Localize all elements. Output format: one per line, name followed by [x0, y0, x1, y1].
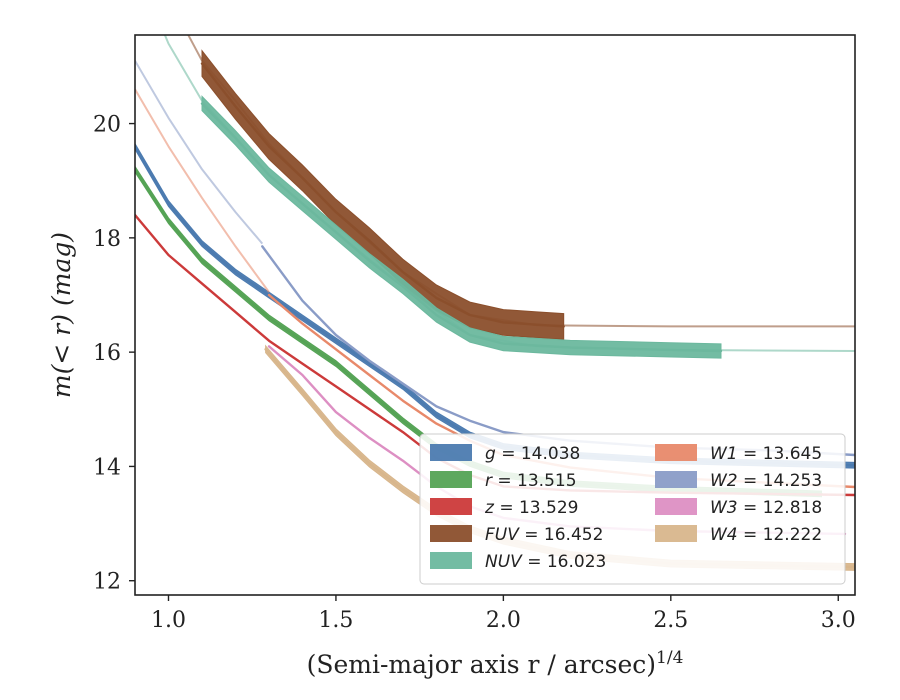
y-tick-label: 16: [93, 341, 121, 366]
legend-box: [419, 433, 846, 585]
legend-label: W4 = 12.222: [710, 525, 822, 545]
legend-entry-W2: W2 = 14.253: [655, 471, 822, 491]
legend-label: r = 13.515: [485, 471, 577, 491]
y-tick-label: 12: [93, 570, 121, 595]
legend-swatch: [430, 552, 472, 569]
y-tick-label: 14: [93, 455, 121, 480]
x-tick-label: 2.5: [653, 608, 688, 633]
x-tick-label: 1.5: [318, 608, 353, 633]
legend-swatch: [655, 471, 697, 488]
series-W4-band: [265, 344, 855, 571]
legend-entry-W4: W4 = 12.222: [655, 525, 822, 545]
legend-label: g = 14.038: [485, 444, 580, 464]
legend-entry-r: r = 13.515: [430, 471, 577, 491]
legend-swatch: [430, 471, 472, 488]
legend-swatch: [655, 444, 697, 461]
series-FUV-line: [200, 62, 565, 328]
plot-frame: [134, 34, 856, 596]
x-tick-label: 2.0: [486, 608, 521, 633]
legend-entries: g = 14.038 r = 13.515 z = 13.529 FUV = 16.4…: [430, 444, 822, 572]
x-tick-label: 3.0: [821, 608, 856, 633]
series-NUV-band: [201, 95, 722, 359]
series-NUV: [163, 35, 855, 359]
legend-swatch: [430, 498, 472, 515]
legend-swatch: [655, 498, 697, 515]
legend-entry-z: z = 13.529: [430, 498, 578, 518]
legend-label: z = 13.529: [484, 498, 578, 518]
x-axis-label: (Semi-major axis r / arcsec)1/4: [307, 648, 684, 679]
legend-label: W1 = 13.645: [710, 444, 822, 464]
legend-entry-g: g = 14.038: [430, 444, 580, 464]
x-axis-label-exponent: 1/4: [656, 648, 683, 668]
legend-label: W3 = 12.818: [710, 498, 822, 518]
legend-label: W2 = 14.253: [710, 471, 822, 491]
legend-entry-W3: W3 = 12.818: [655, 498, 822, 518]
y-tick-label: 18: [93, 227, 121, 252]
legend-entry-FUV: FUV = 16.452: [430, 525, 603, 545]
legend-swatch: [655, 525, 697, 542]
tick-layer: 1.0 1.5 2.0 2.5 3.0 12 14 16 18 20: [93, 113, 856, 633]
legend-entry-W1: W1 = 13.645: [655, 444, 822, 464]
series-NUV-line: [200, 102, 723, 353]
legend-label: NUV = 16.023: [485, 552, 606, 572]
series-W2-extension: [135, 60, 264, 245]
legend-entry-NUV: NUV = 16.023: [430, 552, 606, 572]
legend-label: FUV = 16.452: [485, 525, 603, 545]
x-tick-label: 1.0: [151, 608, 186, 633]
series-W1-extension: [135, 88, 270, 293]
legend-swatch: [430, 444, 472, 461]
y-tick-label: 20: [93, 113, 121, 138]
y-axis-label: m(< r) (mag): [47, 232, 76, 398]
legend-swatch: [430, 525, 472, 542]
legend: g = 14.038 r = 13.515 z = 13.529 FUV = 16.4…: [419, 433, 846, 585]
